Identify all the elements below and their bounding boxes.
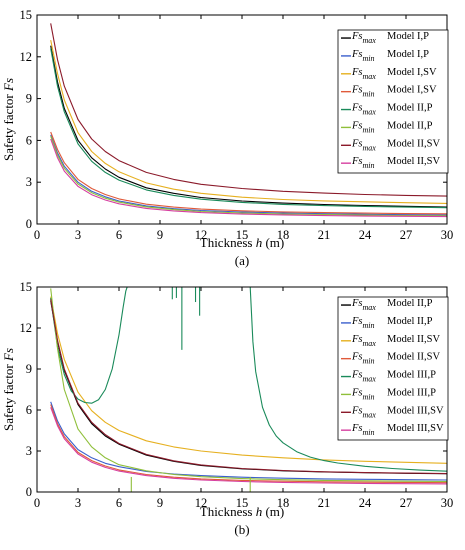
legend-item: Fsmax Model II,SV xyxy=(341,138,440,152)
y-tick-label: 3 xyxy=(26,444,32,458)
series-line-1 xyxy=(50,45,447,208)
x-tick-label: 15 xyxy=(236,496,249,510)
legend-item: Fsmin Model II,SV xyxy=(341,156,440,170)
y-tick-label: 6 xyxy=(26,403,32,417)
series-line-4 xyxy=(50,404,447,484)
x-tick-label: 12 xyxy=(195,496,208,510)
panel-label: (a) xyxy=(235,253,249,268)
legend-item: Fsmin Model III,SV xyxy=(341,423,444,437)
legend-item: Fsmin Model II,P xyxy=(341,316,433,330)
legend-item: Fsmin Model III,P xyxy=(341,387,436,401)
x-tick-label: 24 xyxy=(359,496,372,510)
x-axis-label: Thickness h (m) xyxy=(200,235,285,250)
legend-label: Fsmin Model II,P xyxy=(351,316,433,330)
series-line-6 xyxy=(50,288,447,483)
series-line-7 xyxy=(50,299,447,475)
legend-label: Fsmax Model II,SV xyxy=(351,138,440,152)
legend: Fsmax Model II,P Fsmin Model II,P Fsmax Model… xyxy=(337,296,449,441)
legend-item: Fsmax Model II,P xyxy=(341,103,433,117)
plot-area xyxy=(50,287,447,492)
legend-label: Fsmax Model III,P xyxy=(351,370,436,384)
series-line-3 xyxy=(50,296,447,464)
y-tick-label: 15 xyxy=(20,280,33,294)
series-line-6 xyxy=(50,136,447,217)
legend-label: Fsmax Model II,P xyxy=(351,298,433,312)
x-tick-label: 21 xyxy=(318,228,331,242)
series-line-4 xyxy=(50,131,447,215)
x-tick-label: 9 xyxy=(157,496,163,510)
x-tick-label: 12 xyxy=(195,228,208,242)
y-tick-label: 9 xyxy=(26,92,32,106)
x-tick-label: 9 xyxy=(157,228,163,242)
x-tick-label: 27 xyxy=(400,496,413,510)
x-tick-label: 18 xyxy=(277,228,290,242)
x-tick-label: 21 xyxy=(318,496,331,510)
series-line-8 xyxy=(50,138,447,218)
x-tick-label: 3 xyxy=(75,228,81,242)
legend-item: Fsmin Model II,P xyxy=(341,120,433,134)
legend: Fsmax Model I,P Fsmin Model I,P Fsmax Model I… xyxy=(337,29,449,174)
series-line-7 xyxy=(50,23,447,197)
x-tick-label: 24 xyxy=(359,228,372,242)
legend-item: Fsmax Model I,P xyxy=(341,31,429,45)
x-tick-label: 27 xyxy=(400,228,413,242)
y-tick-label: 0 xyxy=(26,217,32,231)
legend-label: Fsmax Model II,P xyxy=(351,103,433,117)
legend-label: Fsmin Model III,SV xyxy=(351,423,444,437)
y-axis-label: Safety factor Fs xyxy=(1,348,16,431)
legend-label: Fsmin Model III,P xyxy=(351,387,436,401)
legend-label: Fsmax Model I,SV xyxy=(351,67,437,81)
x-tick-label: 30 xyxy=(441,496,454,510)
x-tick-label: 3 xyxy=(75,496,81,510)
x-tick-label: 30 xyxy=(441,228,454,242)
series-line-5 xyxy=(50,287,447,472)
legend-item: Fsmin Model I,SV xyxy=(341,85,437,99)
y-tick-label: 3 xyxy=(26,175,32,189)
y-tick-label: 12 xyxy=(20,321,33,335)
legend-label: Fsmax Model III,SV xyxy=(351,405,444,419)
legend-box xyxy=(337,296,449,441)
legend-item: Fsmax Model I,SV xyxy=(341,67,437,81)
legend-label: Fsmin Model I,P xyxy=(351,49,429,63)
legend-label: Fsmax Model I,P xyxy=(351,31,429,45)
legend-item: Fsmax Model III,P xyxy=(341,370,436,384)
series-line-3 xyxy=(50,39,447,204)
x-tick-label: 0 xyxy=(34,228,40,242)
x-axis-label: Thickness h (m) xyxy=(200,504,285,519)
y-axis-label: Safety factor Fs xyxy=(1,78,16,161)
legend-label: Fsmax Model II,SV xyxy=(351,334,440,348)
y-tick-label: 12 xyxy=(20,50,33,64)
legend-label: Fsmin Model II,P xyxy=(351,120,433,134)
y-tick-label: 0 xyxy=(26,485,32,499)
legend-box xyxy=(337,29,449,174)
plot-area xyxy=(50,23,447,218)
x-tick-label: 6 xyxy=(116,228,122,242)
legend-label: Fsmin Model I,SV xyxy=(351,85,437,99)
series-line-5 xyxy=(50,48,447,209)
legend-item: Fsmax Model II,P xyxy=(341,298,433,312)
y-tick-label: 6 xyxy=(26,133,32,147)
legend-item: Fsmax Model II,SV xyxy=(341,334,440,348)
x-tick-label: 15 xyxy=(236,228,249,242)
legend-item: Fsmin Model II,SV xyxy=(341,352,440,366)
x-tick-label: 0 xyxy=(34,496,40,510)
series-line-2 xyxy=(50,134,447,216)
y-tick-label: 9 xyxy=(26,362,32,376)
x-tick-label: 6 xyxy=(116,496,122,510)
legend-label: Fsmin Model II,SV xyxy=(351,156,440,170)
legend-item: Fsmin Model I,P xyxy=(341,49,429,63)
panel-label: (b) xyxy=(234,522,249,537)
y-tick-label: 15 xyxy=(20,8,33,22)
legend-label: Fsmin Model II,SV xyxy=(351,352,440,366)
legend-item: Fsmax Model III,SV xyxy=(341,405,444,419)
series-line-8 xyxy=(50,407,447,485)
x-tick-label: 18 xyxy=(277,496,290,510)
